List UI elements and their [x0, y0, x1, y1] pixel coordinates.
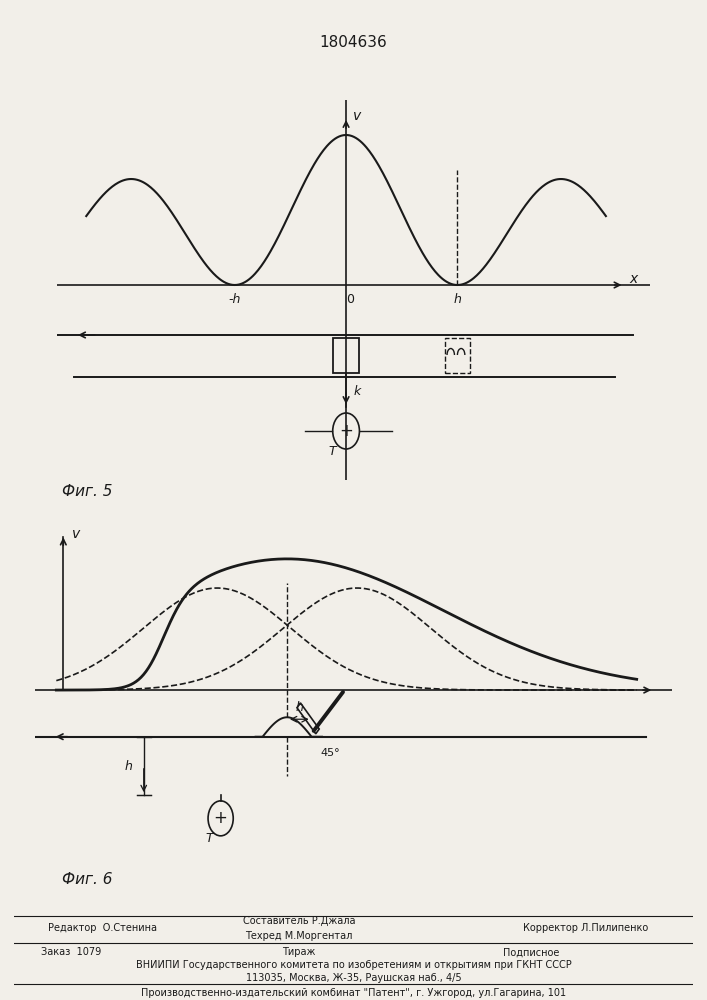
Text: Заказ  1079: Заказ 1079 [41, 947, 102, 957]
Text: 1804636: 1804636 [320, 35, 387, 50]
Text: v: v [71, 527, 80, 541]
Text: Фиг. 6: Фиг. 6 [62, 872, 112, 888]
Text: Подписное: Подписное [503, 947, 559, 957]
Text: ВНИИПИ Государственного комитета по изобретениям и открытиям при ГКНТ СССР: ВНИИПИ Государственного комитета по изоб… [136, 960, 571, 970]
Text: -h: -h [228, 293, 241, 306]
Text: h: h [125, 760, 133, 773]
Text: 0: 0 [346, 293, 354, 306]
Text: +: + [339, 422, 353, 440]
Text: Техред М.Моргентал: Техред М.Моргентал [245, 931, 353, 941]
Text: 113035, Москва, Ж-35, Раушская наб., 4/5: 113035, Москва, Ж-35, Раушская наб., 4/5 [246, 973, 461, 983]
Bar [334, 338, 358, 373]
Text: h: h [453, 293, 462, 306]
Bar [297, 703, 319, 734]
Text: +: + [214, 809, 228, 827]
Text: Тираж: Тираж [283, 947, 316, 957]
Text: Фиг. 5: Фиг. 5 [62, 485, 112, 499]
Text: Составитель Р.Джала: Составитель Р.Джала [243, 916, 356, 926]
Text: h: h [296, 701, 303, 714]
Bar [445, 338, 470, 373]
Text: T: T [328, 445, 336, 458]
Text: Редактор  О.Стенина: Редактор О.Стенина [48, 923, 157, 933]
Text: T: T [205, 832, 213, 845]
Text: 45°: 45° [321, 748, 340, 758]
Text: k: k [354, 385, 361, 398]
Text: v: v [354, 109, 362, 123]
Text: Корректор Л.Пилипенко: Корректор Л.Пилипенко [523, 923, 648, 933]
Text: x: x [630, 272, 638, 286]
Text: Производственно-издательский комбинат "Патент", г. Ужгород, ул.Гагарина, 101: Производственно-издательский комбинат "П… [141, 988, 566, 998]
